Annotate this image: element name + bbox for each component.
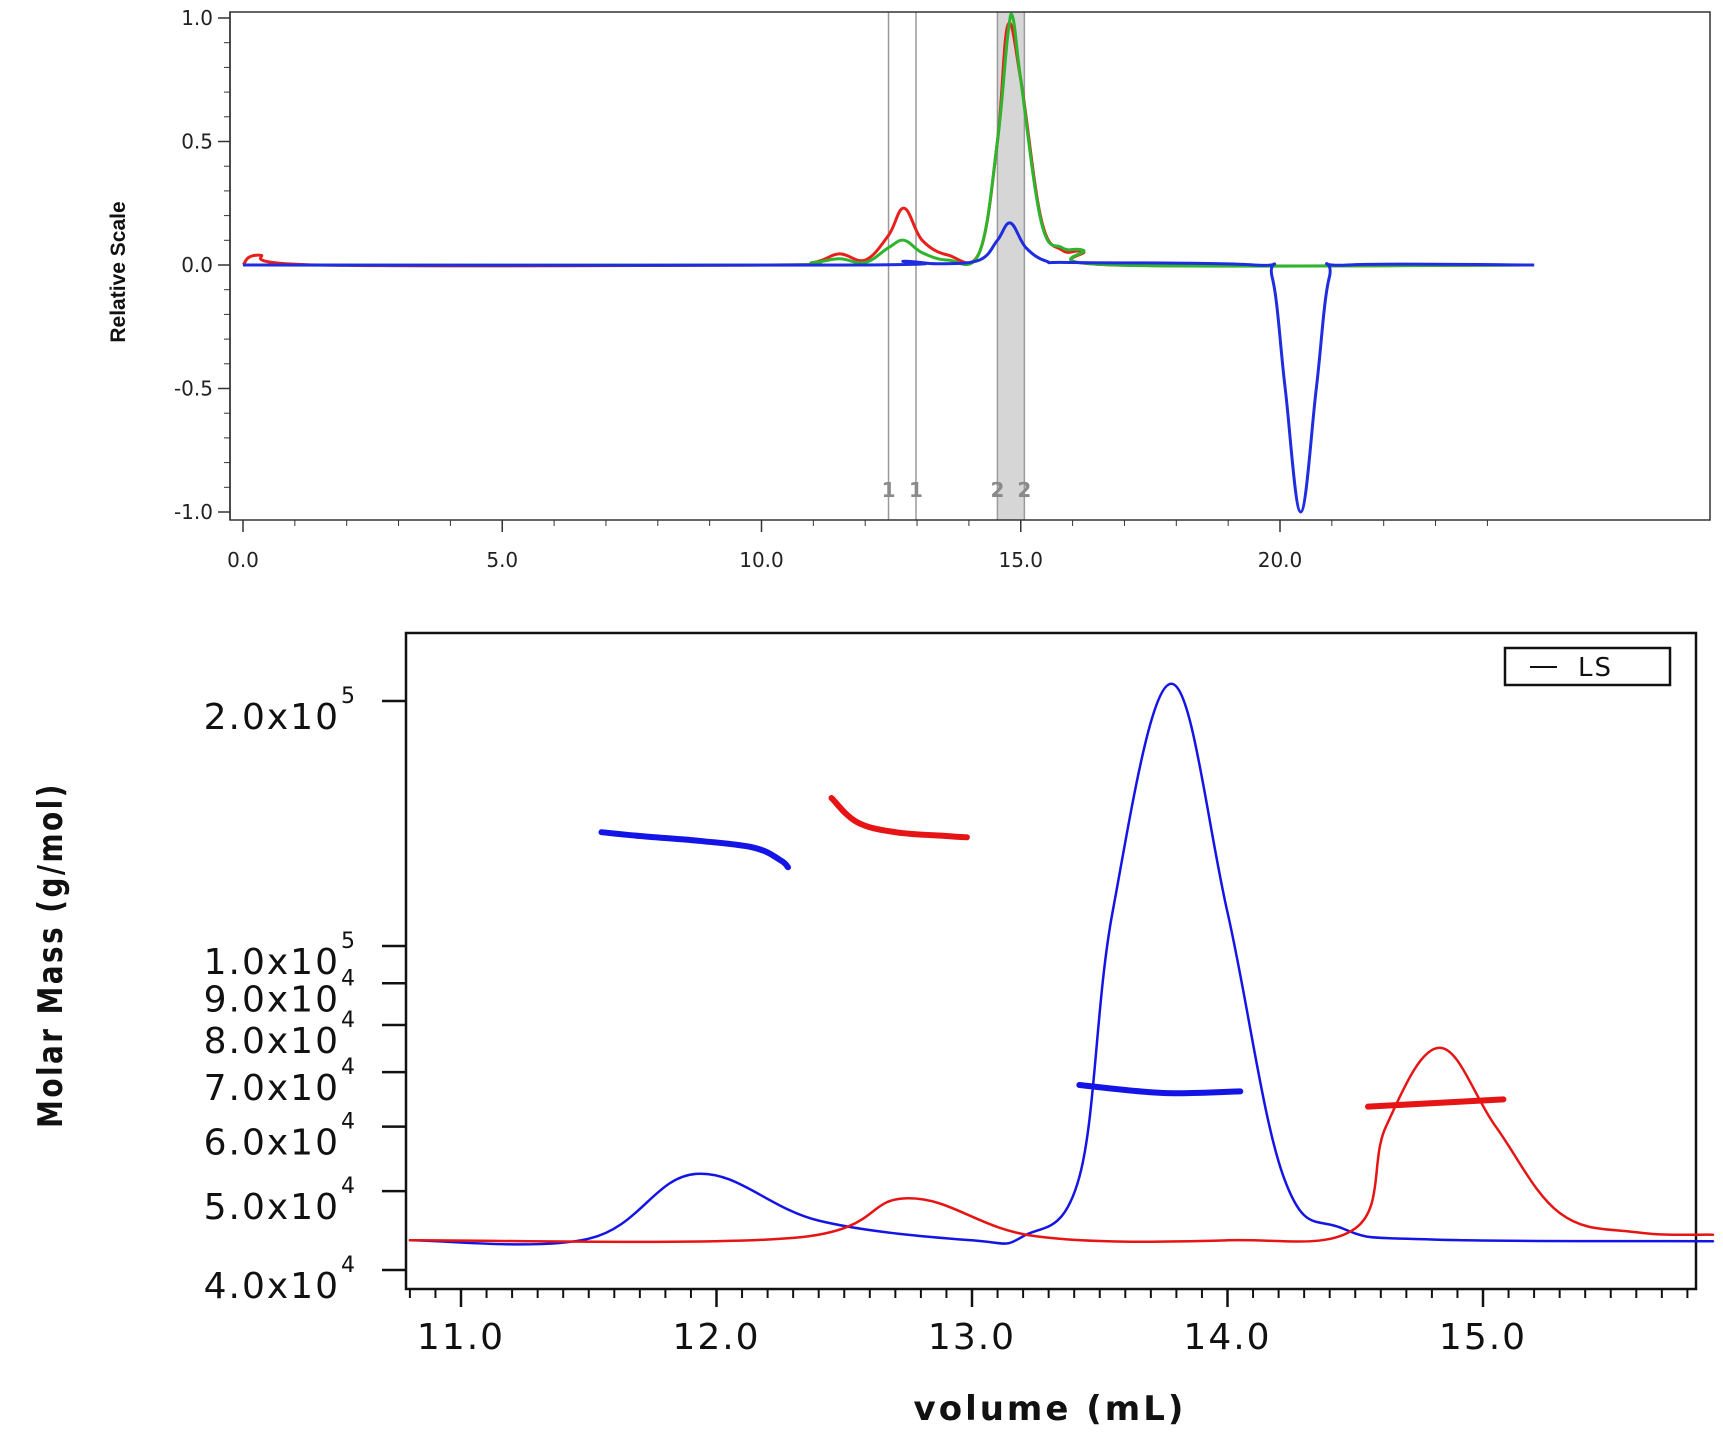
x-tick-label: 10.0	[739, 548, 784, 572]
x-tick-label: 14.0	[1183, 1317, 1271, 1358]
x-tick-label: 5.0	[486, 548, 518, 572]
y-tick-label: -1.0	[174, 500, 213, 524]
top-series-line	[242, 12, 1535, 268]
top-y-axis: 1.0 0.5 0.0 -0.5 -1.0	[174, 6, 231, 524]
y-tick-exponent: 4	[341, 1110, 355, 1135]
y-tick-label: 0.5	[181, 130, 213, 154]
y-tick-label: 6.0x10	[204, 1123, 340, 1164]
y-tick-exponent: 4	[341, 966, 355, 991]
y-tick-exponent: 5	[341, 684, 355, 709]
y-tick-exponent: 4	[341, 1055, 355, 1080]
x-tick-label: 12.0	[672, 1317, 760, 1358]
marker-label: 1	[909, 478, 923, 502]
legend-label-ls: LS	[1578, 653, 1613, 683]
y-tick-exponent: 5	[341, 929, 355, 954]
x-tick-label: 13.0	[928, 1317, 1016, 1358]
top-series	[241, 12, 1535, 514]
molar-mass-trace	[598, 829, 791, 871]
bottom-x-axis: 11.0 12.0 13.0 14.0 15.0	[408, 1289, 1689, 1358]
x-tick-label: 11.0	[417, 1317, 505, 1358]
marker-label: 2	[990, 478, 1004, 502]
bottom-plot-frame	[404, 631, 1698, 1291]
top-x-axis: 0.0 5.0 10.0 15.0 20.0	[227, 520, 1488, 572]
x-tick-label: 20.0	[1258, 548, 1303, 572]
top-x-axis-title: volume (mL)	[888, 1184, 1013, 1207]
y-tick-label: 8.0x10	[204, 1021, 340, 1062]
marker-label: 1	[882, 478, 896, 502]
bottom-y-axis: 2.0x1051.0x1059.0x1048.0x1047.0x1046.0x1…	[204, 684, 406, 1307]
bottom-y-axis-title: Molar Mass (g/mol)	[31, 782, 70, 1128]
top-series-line	[242, 221, 1535, 514]
y-tick-exponent: 4	[341, 1174, 355, 1199]
molar-mass-trace	[828, 795, 970, 841]
x-tick-label: 15.0	[1439, 1317, 1527, 1358]
molar-mass-trace	[1365, 1096, 1507, 1110]
y-tick-label: 1.0x10	[204, 942, 340, 983]
top-y-axis-title: Relative Scale	[107, 201, 130, 342]
ls-signal-line	[408, 1046, 1715, 1244]
y-tick-label: 4.0x10	[204, 1266, 340, 1307]
bottom-x-axis-title: volume (mL)	[914, 1389, 1187, 1429]
marker-label: 2	[1017, 478, 1031, 502]
y-tick-label: 0.0	[181, 253, 213, 277]
y-tick-label: 7.0x10	[204, 1068, 340, 1109]
y-tick-label: 1.0	[181, 6, 213, 30]
x-tick-label: 0.0	[227, 548, 259, 572]
y-tick-exponent: 4	[341, 1253, 355, 1278]
molar-mass-trace	[1076, 1082, 1244, 1097]
y-tick-label: 9.0x10	[204, 979, 340, 1020]
legend: LS	[1503, 646, 1672, 687]
y-tick-label: 5.0x10	[204, 1187, 340, 1228]
y-tick-exponent: 4	[341, 1008, 355, 1033]
x-tick-label: 15.0	[998, 548, 1043, 572]
bottom-chart: 2.0x1051.0x1059.0x1048.0x1047.0x1046.0x1…	[31, 631, 1715, 1429]
y-tick-label: -0.5	[174, 377, 213, 401]
ls-signal-line	[408, 682, 1715, 1246]
bottom-series	[408, 682, 1715, 1246]
y-tick-label: 2.0x10	[204, 697, 340, 738]
